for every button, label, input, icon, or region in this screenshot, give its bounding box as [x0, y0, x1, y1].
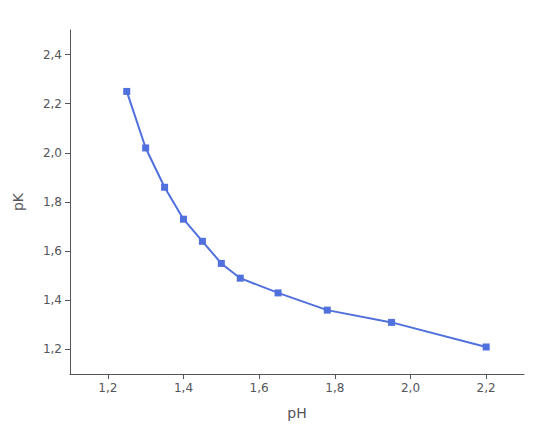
svg-text:1,8: 1,8 [325, 381, 344, 395]
svg-text:2,2: 2,2 [477, 381, 496, 395]
svg-text:pK: pK [10, 192, 26, 211]
svg-text:1,6: 1,6 [43, 244, 62, 258]
svg-text:2,4: 2,4 [43, 48, 62, 62]
svg-text:1,6: 1,6 [250, 381, 269, 395]
svg-text:1,4: 1,4 [43, 293, 62, 307]
svg-text:2,0: 2,0 [401, 381, 420, 395]
svg-text:2,0: 2,0 [43, 146, 62, 160]
svg-text:pH: pH [287, 405, 306, 421]
svg-text:1,2: 1,2 [43, 342, 62, 356]
svg-text:1,8: 1,8 [43, 195, 62, 209]
svg-text:2,2: 2,2 [43, 97, 62, 111]
svg-text:1,4: 1,4 [174, 381, 193, 395]
svg-text:1,2: 1,2 [98, 381, 117, 395]
